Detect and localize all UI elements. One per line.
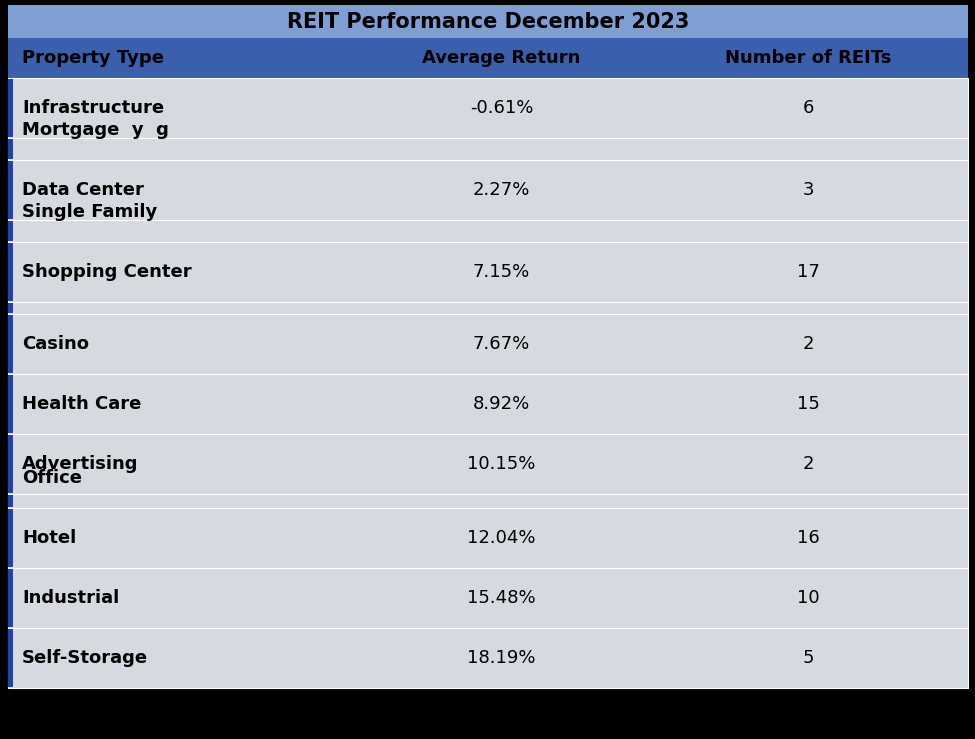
Text: Hotel: Hotel	[22, 529, 76, 547]
Bar	[8, 315, 13, 373]
Text: 15.48%: 15.48%	[467, 589, 536, 607]
Bar	[8, 38, 968, 78]
Bar	[8, 160, 968, 220]
Text: 5: 5	[802, 649, 814, 667]
Text: Shopping Center: Shopping Center	[22, 263, 192, 281]
Text: -0.61%: -0.61%	[470, 99, 533, 117]
Text: 7.67%: 7.67%	[473, 335, 530, 353]
Text: 10: 10	[797, 589, 819, 607]
Text: 18.19%: 18.19%	[467, 649, 535, 667]
Bar	[8, 494, 968, 508]
Text: Infrastructure: Infrastructure	[22, 99, 164, 117]
Text: Number of REITs: Number of REITs	[724, 49, 891, 67]
Bar	[8, 79, 13, 137]
Bar	[8, 138, 968, 160]
Bar	[8, 628, 968, 688]
Text: Single Family: Single Family	[22, 203, 157, 221]
Text: REIT Performance December 2023: REIT Performance December 2023	[287, 12, 689, 32]
Bar	[8, 78, 968, 138]
Bar	[8, 509, 13, 567]
Text: 2: 2	[802, 335, 814, 353]
Bar	[8, 628, 968, 688]
Bar	[8, 220, 968, 242]
Text: Self-Storage: Self-Storage	[22, 649, 148, 667]
Bar	[8, 302, 968, 314]
Bar	[8, 303, 13, 313]
Text: Industrial: Industrial	[22, 589, 119, 607]
Bar	[8, 243, 13, 301]
Bar	[8, 302, 968, 314]
Bar	[8, 374, 968, 434]
Text: 15: 15	[797, 395, 819, 413]
Bar	[8, 568, 968, 628]
Text: 3: 3	[802, 181, 814, 199]
Text: 16: 16	[797, 529, 819, 547]
Text: Advertising: Advertising	[22, 455, 138, 473]
Text: Property Type: Property Type	[22, 49, 164, 67]
Bar	[8, 495, 13, 507]
Bar	[8, 375, 13, 433]
Bar	[8, 568, 968, 628]
Bar	[8, 374, 968, 434]
Text: 8.92%: 8.92%	[473, 395, 530, 413]
Text: Casino: Casino	[22, 335, 89, 353]
Bar	[8, 435, 13, 493]
Bar	[8, 508, 968, 568]
Bar	[8, 508, 968, 568]
Text: 2.27%: 2.27%	[473, 181, 530, 199]
Text: Office: Office	[22, 469, 82, 487]
Bar	[8, 139, 13, 159]
Text: Average Return: Average Return	[422, 49, 581, 67]
Bar	[8, 314, 968, 374]
Text: Data Center: Data Center	[22, 181, 144, 199]
Bar	[8, 314, 968, 374]
Text: 6: 6	[802, 99, 814, 117]
Bar	[8, 138, 968, 160]
Text: 2: 2	[802, 455, 814, 473]
Text: Mortgage  y  g: Mortgage y g	[22, 121, 169, 139]
Bar	[8, 242, 968, 302]
Text: 17: 17	[797, 263, 819, 281]
Bar	[8, 434, 968, 494]
Bar	[8, 221, 13, 241]
Bar	[8, 78, 968, 138]
Bar	[8, 242, 968, 302]
Bar	[8, 569, 13, 627]
Text: 7.15%: 7.15%	[473, 263, 530, 281]
Text: 10.15%: 10.15%	[467, 455, 535, 473]
Bar	[8, 160, 968, 220]
Text: 12.04%: 12.04%	[467, 529, 535, 547]
Bar	[8, 161, 13, 219]
Bar	[8, 220, 968, 242]
Bar	[8, 434, 968, 494]
Bar	[8, 5, 968, 38]
Bar	[8, 629, 13, 687]
Text: Health Care: Health Care	[22, 395, 141, 413]
Bar	[8, 494, 968, 508]
